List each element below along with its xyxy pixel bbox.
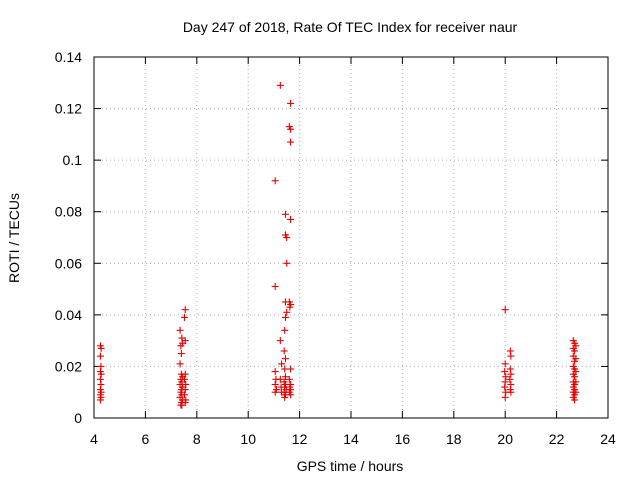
data-point <box>287 99 295 107</box>
data-point <box>572 368 580 376</box>
x-tick-label: 20 <box>497 431 513 447</box>
data-point <box>571 347 579 355</box>
data-point <box>501 306 509 314</box>
data-point <box>271 282 279 290</box>
data-point <box>287 215 295 223</box>
y-tick-label: 0.1 <box>63 152 83 168</box>
y-tick-label: 0.04 <box>55 307 82 323</box>
data-point <box>501 393 509 401</box>
data-point <box>271 380 279 388</box>
data-point <box>281 313 289 321</box>
data-point <box>507 352 515 360</box>
data-point <box>281 373 289 381</box>
data-point <box>181 337 189 345</box>
data-point <box>507 370 515 378</box>
data-point <box>283 234 291 241</box>
x-tick-label: 22 <box>549 431 565 447</box>
data-point <box>281 355 289 363</box>
data-point <box>572 388 580 396</box>
data-point <box>181 306 189 314</box>
data-point <box>571 373 579 381</box>
y-tick-label: 0.08 <box>55 204 82 220</box>
data-point <box>271 388 279 396</box>
x-tick-label: 18 <box>446 431 462 447</box>
data-point <box>572 355 580 363</box>
x-tick-label: 6 <box>142 431 150 447</box>
data-point <box>506 375 514 383</box>
data-point <box>177 350 185 358</box>
data-point <box>285 375 293 383</box>
data-point <box>177 342 185 350</box>
data-point <box>176 326 184 334</box>
data-points <box>96 81 580 409</box>
data-point <box>181 386 189 394</box>
data-point <box>281 365 289 373</box>
data-point <box>286 303 294 311</box>
x-tick-label: 8 <box>193 431 201 447</box>
data-point <box>572 378 580 386</box>
grid-lines <box>94 57 608 418</box>
y-tick-label: 0.12 <box>55 101 82 117</box>
data-point <box>276 81 284 89</box>
x-axis-ticks: 4 6 8 10 12 14 16 18 20 22 24 <box>90 57 616 447</box>
x-tick-label: 14 <box>343 431 359 447</box>
y-tick-label: 0.02 <box>55 358 82 374</box>
data-point <box>176 360 184 368</box>
x-tick-label: 4 <box>90 431 98 447</box>
data-point <box>281 326 289 334</box>
data-point <box>271 177 279 185</box>
data-point <box>276 337 284 345</box>
data-point <box>180 391 188 399</box>
data-point <box>283 259 291 267</box>
x-tick-label: 10 <box>240 431 256 447</box>
data-point <box>180 375 188 383</box>
y-tick-label: 0 <box>74 410 82 426</box>
y-axis-ticks: 0 0.02 0.04 0.06 0.08 0.1 0.12 0.14 <box>55 49 608 426</box>
data-point <box>181 399 189 407</box>
x-tick-label: 12 <box>292 431 308 447</box>
data-point <box>287 365 295 373</box>
data-point <box>96 396 104 404</box>
x-axis-label: GPS time / hours <box>297 458 404 474</box>
data-point <box>280 347 288 355</box>
chart-title: Day 247 of 2018, Rate Of TEC Index for r… <box>183 19 518 35</box>
data-point <box>97 370 105 378</box>
data-point <box>180 313 188 321</box>
x-tick-label: 16 <box>395 431 411 447</box>
data-point <box>278 360 286 368</box>
data-point <box>96 352 104 360</box>
data-point <box>507 388 515 396</box>
data-point <box>283 308 291 316</box>
data-point <box>97 344 105 352</box>
data-point <box>281 393 289 401</box>
data-point <box>281 210 289 218</box>
data-point <box>287 125 295 133</box>
y-tick-label: 0.06 <box>55 255 82 271</box>
data-point <box>271 368 279 376</box>
x-tick-label: 24 <box>600 431 616 447</box>
data-point <box>181 370 189 378</box>
data-point <box>501 368 509 376</box>
data-point <box>501 360 509 368</box>
data-point <box>572 342 580 350</box>
data-point <box>501 383 509 391</box>
data-point <box>287 391 295 399</box>
y-axis-label: ROTI / TECUs <box>6 193 22 283</box>
y-tick-label: 0.14 <box>55 49 82 65</box>
data-point <box>287 138 295 146</box>
data-point <box>571 396 579 404</box>
data-point <box>276 375 284 383</box>
